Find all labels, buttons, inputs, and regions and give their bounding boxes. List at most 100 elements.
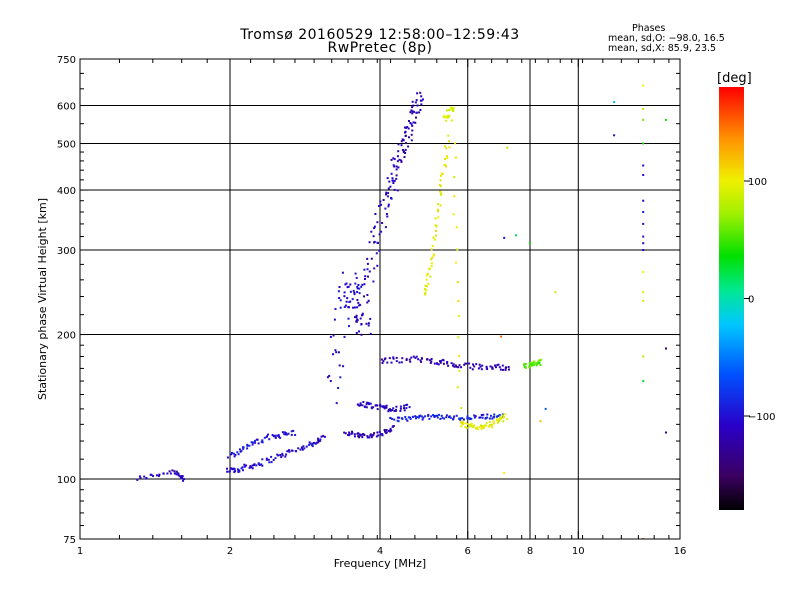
echo-point bbox=[352, 289, 355, 292]
echo-point bbox=[416, 92, 419, 95]
echo-point bbox=[152, 475, 154, 477]
echo-point bbox=[354, 316, 356, 319]
echo-point bbox=[367, 402, 370, 404]
echo-point bbox=[431, 256, 434, 259]
echo-point bbox=[450, 106, 453, 109]
echo-point bbox=[335, 351, 338, 354]
echo-point bbox=[265, 457, 268, 460]
echo-point bbox=[338, 286, 341, 288]
echo-point bbox=[533, 360, 536, 363]
echo-point bbox=[343, 335, 346, 338]
echo-point bbox=[439, 204, 442, 207]
echo-point bbox=[411, 106, 414, 109]
echo-point bbox=[367, 322, 370, 325]
echo-point bbox=[481, 364, 484, 367]
echo-point bbox=[399, 409, 402, 412]
echo-point bbox=[402, 139, 405, 142]
chart-title: Tromsø 20160529 12:58:00–12:59:43 bbox=[240, 27, 520, 43]
echo-point bbox=[395, 174, 398, 177]
echo-point bbox=[642, 242, 645, 245]
echo-point bbox=[460, 366, 463, 369]
echo-point bbox=[365, 322, 368, 325]
echo-point bbox=[392, 425, 395, 427]
echo-point bbox=[370, 436, 373, 439]
echo-point bbox=[434, 238, 436, 241]
echo-point bbox=[271, 434, 274, 436]
echo-point bbox=[254, 439, 256, 442]
echo-point bbox=[501, 364, 504, 367]
echo-point bbox=[449, 106, 452, 109]
echo-point bbox=[432, 254, 435, 257]
echo-point bbox=[339, 299, 342, 302]
echo-point bbox=[437, 210, 439, 213]
echo-point bbox=[370, 407, 373, 410]
echo-point bbox=[425, 278, 428, 281]
echo-point bbox=[373, 225, 376, 228]
echo-point bbox=[268, 461, 271, 464]
echo-point bbox=[381, 434, 384, 437]
echo-point bbox=[369, 434, 372, 437]
echo-point bbox=[470, 424, 473, 427]
echo-point bbox=[493, 422, 495, 425]
echo-point bbox=[380, 405, 383, 408]
echo-point bbox=[376, 264, 379, 267]
echo-point bbox=[175, 470, 178, 473]
echo-point bbox=[502, 414, 504, 417]
echo-point bbox=[450, 119, 453, 122]
echo-point bbox=[445, 165, 447, 168]
echo-point bbox=[507, 366, 510, 368]
echo-point bbox=[436, 414, 438, 417]
echo-point bbox=[453, 365, 456, 368]
x-tick-label: 10 bbox=[572, 546, 585, 557]
echo-point bbox=[299, 448, 302, 451]
echo-point bbox=[233, 455, 236, 458]
echo-point bbox=[421, 418, 424, 421]
echo-point bbox=[613, 101, 616, 104]
echo-point bbox=[288, 449, 290, 452]
echo-point bbox=[524, 367, 527, 369]
echo-point bbox=[387, 408, 390, 411]
echo-point bbox=[378, 249, 381, 252]
echo-point bbox=[483, 424, 486, 427]
echo-point bbox=[329, 335, 332, 338]
echo-point bbox=[414, 121, 417, 124]
echo-point bbox=[373, 241, 375, 244]
echo-point bbox=[382, 199, 385, 201]
echo-point bbox=[440, 185, 443, 188]
echo-point bbox=[477, 367, 480, 370]
echo-point bbox=[419, 359, 422, 362]
echo-point bbox=[332, 353, 334, 356]
echo-point bbox=[428, 359, 431, 362]
echo-point bbox=[378, 233, 381, 236]
echo-point bbox=[410, 123, 413, 126]
echo-point bbox=[430, 360, 433, 363]
echo-point bbox=[425, 274, 428, 277]
echo-point bbox=[366, 257, 369, 260]
echo-point bbox=[392, 182, 395, 184]
echo-point bbox=[491, 417, 494, 420]
echo-point bbox=[358, 436, 361, 439]
echo-point bbox=[301, 446, 303, 449]
echo-point bbox=[424, 291, 427, 294]
echo-point bbox=[437, 363, 440, 366]
echo-point bbox=[460, 425, 463, 428]
echo-point bbox=[343, 291, 346, 294]
echo-point bbox=[462, 418, 465, 421]
echo-point bbox=[492, 416, 495, 419]
echo-point bbox=[455, 261, 457, 264]
echo-point bbox=[453, 415, 456, 418]
echo-point bbox=[354, 282, 357, 285]
echo-point bbox=[642, 84, 645, 87]
echo-point bbox=[495, 418, 498, 421]
echo-point bbox=[366, 436, 369, 439]
echo-point bbox=[430, 265, 433, 267]
echo-point bbox=[383, 407, 386, 410]
echo-point bbox=[496, 419, 499, 422]
echo-point bbox=[399, 405, 402, 408]
echo-point bbox=[342, 365, 345, 368]
echo-point bbox=[505, 366, 507, 369]
echo-point bbox=[374, 213, 377, 215]
echo-point bbox=[317, 441, 320, 444]
echo-point bbox=[431, 245, 434, 247]
echo-point bbox=[403, 409, 406, 412]
